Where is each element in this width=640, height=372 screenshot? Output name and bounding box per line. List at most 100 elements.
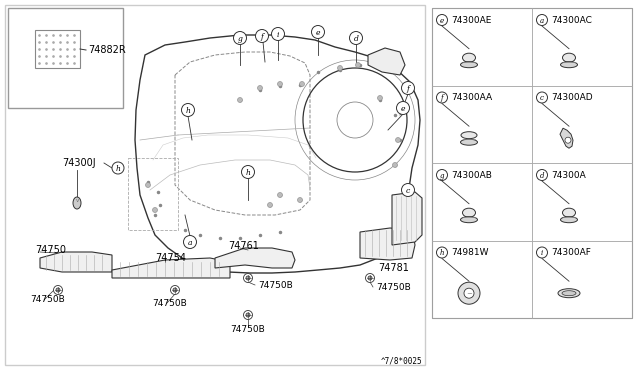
Text: 74750B: 74750B — [258, 280, 292, 289]
Text: e: e — [401, 105, 405, 112]
Ellipse shape — [461, 62, 477, 68]
Circle shape — [337, 65, 342, 71]
Circle shape — [536, 92, 547, 103]
Text: a: a — [540, 16, 544, 25]
Ellipse shape — [73, 197, 81, 209]
Circle shape — [246, 276, 250, 280]
Circle shape — [401, 183, 415, 196]
Text: e: e — [316, 29, 320, 36]
Text: 74761: 74761 — [228, 241, 259, 251]
Text: f: f — [441, 94, 444, 102]
Circle shape — [536, 247, 547, 258]
Text: 74750B: 74750B — [230, 326, 266, 334]
Text: 74300AA: 74300AA — [451, 93, 492, 102]
Bar — [532, 8, 632, 86]
Circle shape — [278, 192, 282, 198]
Circle shape — [436, 92, 447, 103]
Ellipse shape — [461, 217, 477, 223]
Text: 74300AD: 74300AD — [551, 93, 593, 102]
Circle shape — [392, 163, 397, 167]
Text: c: c — [406, 186, 410, 195]
Circle shape — [255, 29, 269, 42]
Text: 74300AF: 74300AF — [551, 248, 591, 257]
Circle shape — [170, 285, 179, 295]
Text: 74750: 74750 — [35, 245, 66, 255]
Text: d: d — [353, 35, 358, 42]
Polygon shape — [360, 228, 415, 260]
Ellipse shape — [461, 139, 477, 145]
Circle shape — [54, 285, 63, 295]
Text: 74750B: 74750B — [152, 298, 187, 308]
Text: 74300AE: 74300AE — [451, 16, 492, 25]
Bar — [432, 86, 532, 163]
Text: 74300AB: 74300AB — [451, 170, 492, 180]
Text: a: a — [188, 238, 192, 247]
Circle shape — [565, 137, 571, 143]
Circle shape — [243, 273, 253, 282]
Bar — [432, 8, 532, 86]
Bar — [35, 30, 80, 68]
Polygon shape — [40, 252, 112, 272]
Circle shape — [365, 273, 374, 282]
Circle shape — [237, 97, 243, 103]
Circle shape — [536, 15, 547, 26]
Ellipse shape — [463, 208, 476, 217]
Circle shape — [355, 62, 360, 67]
Polygon shape — [560, 128, 573, 148]
Text: 74981W: 74981W — [451, 248, 488, 257]
Text: ~: ~ — [466, 291, 472, 297]
Circle shape — [378, 96, 383, 100]
Text: 74750B: 74750B — [30, 295, 65, 305]
Text: e: e — [440, 16, 444, 25]
Polygon shape — [215, 248, 295, 268]
Text: 74300J: 74300J — [62, 158, 95, 168]
Ellipse shape — [563, 208, 575, 217]
Circle shape — [436, 15, 447, 26]
Polygon shape — [112, 258, 230, 278]
Bar — [8, 8, 123, 108]
Circle shape — [173, 288, 177, 292]
Circle shape — [312, 26, 324, 38]
Text: g: g — [237, 35, 243, 42]
Bar — [432, 163, 532, 241]
Circle shape — [246, 313, 250, 317]
Text: h: h — [440, 249, 444, 257]
Text: h: h — [186, 106, 191, 115]
Polygon shape — [368, 48, 405, 75]
Bar — [532, 86, 632, 163]
Circle shape — [257, 86, 262, 90]
Text: h: h — [116, 164, 120, 173]
Ellipse shape — [562, 291, 576, 296]
Text: 74750B: 74750B — [376, 283, 411, 292]
Circle shape — [436, 170, 447, 180]
Circle shape — [368, 276, 372, 280]
Circle shape — [298, 198, 303, 202]
Text: 74300A: 74300A — [551, 170, 586, 180]
Ellipse shape — [461, 132, 477, 139]
Ellipse shape — [561, 62, 577, 68]
Circle shape — [182, 103, 195, 116]
Text: v: v — [76, 198, 79, 202]
Circle shape — [436, 247, 447, 258]
Ellipse shape — [561, 217, 577, 223]
Circle shape — [300, 81, 305, 87]
Text: 74882R: 74882R — [88, 45, 125, 55]
Polygon shape — [392, 192, 422, 245]
Circle shape — [184, 235, 196, 248]
Text: c: c — [540, 94, 544, 102]
Text: 74300AC: 74300AC — [551, 16, 592, 25]
Circle shape — [234, 32, 246, 45]
Circle shape — [271, 28, 285, 41]
Text: f: f — [260, 32, 264, 41]
Circle shape — [56, 288, 60, 292]
Text: f: f — [406, 84, 410, 93]
Text: 74781: 74781 — [378, 263, 409, 273]
Bar — [432, 241, 532, 318]
Text: i: i — [276, 31, 279, 38]
Circle shape — [464, 288, 474, 298]
Circle shape — [397, 102, 410, 115]
Text: 74754: 74754 — [155, 253, 186, 263]
Circle shape — [152, 208, 157, 212]
Circle shape — [349, 32, 362, 45]
Circle shape — [458, 282, 480, 304]
